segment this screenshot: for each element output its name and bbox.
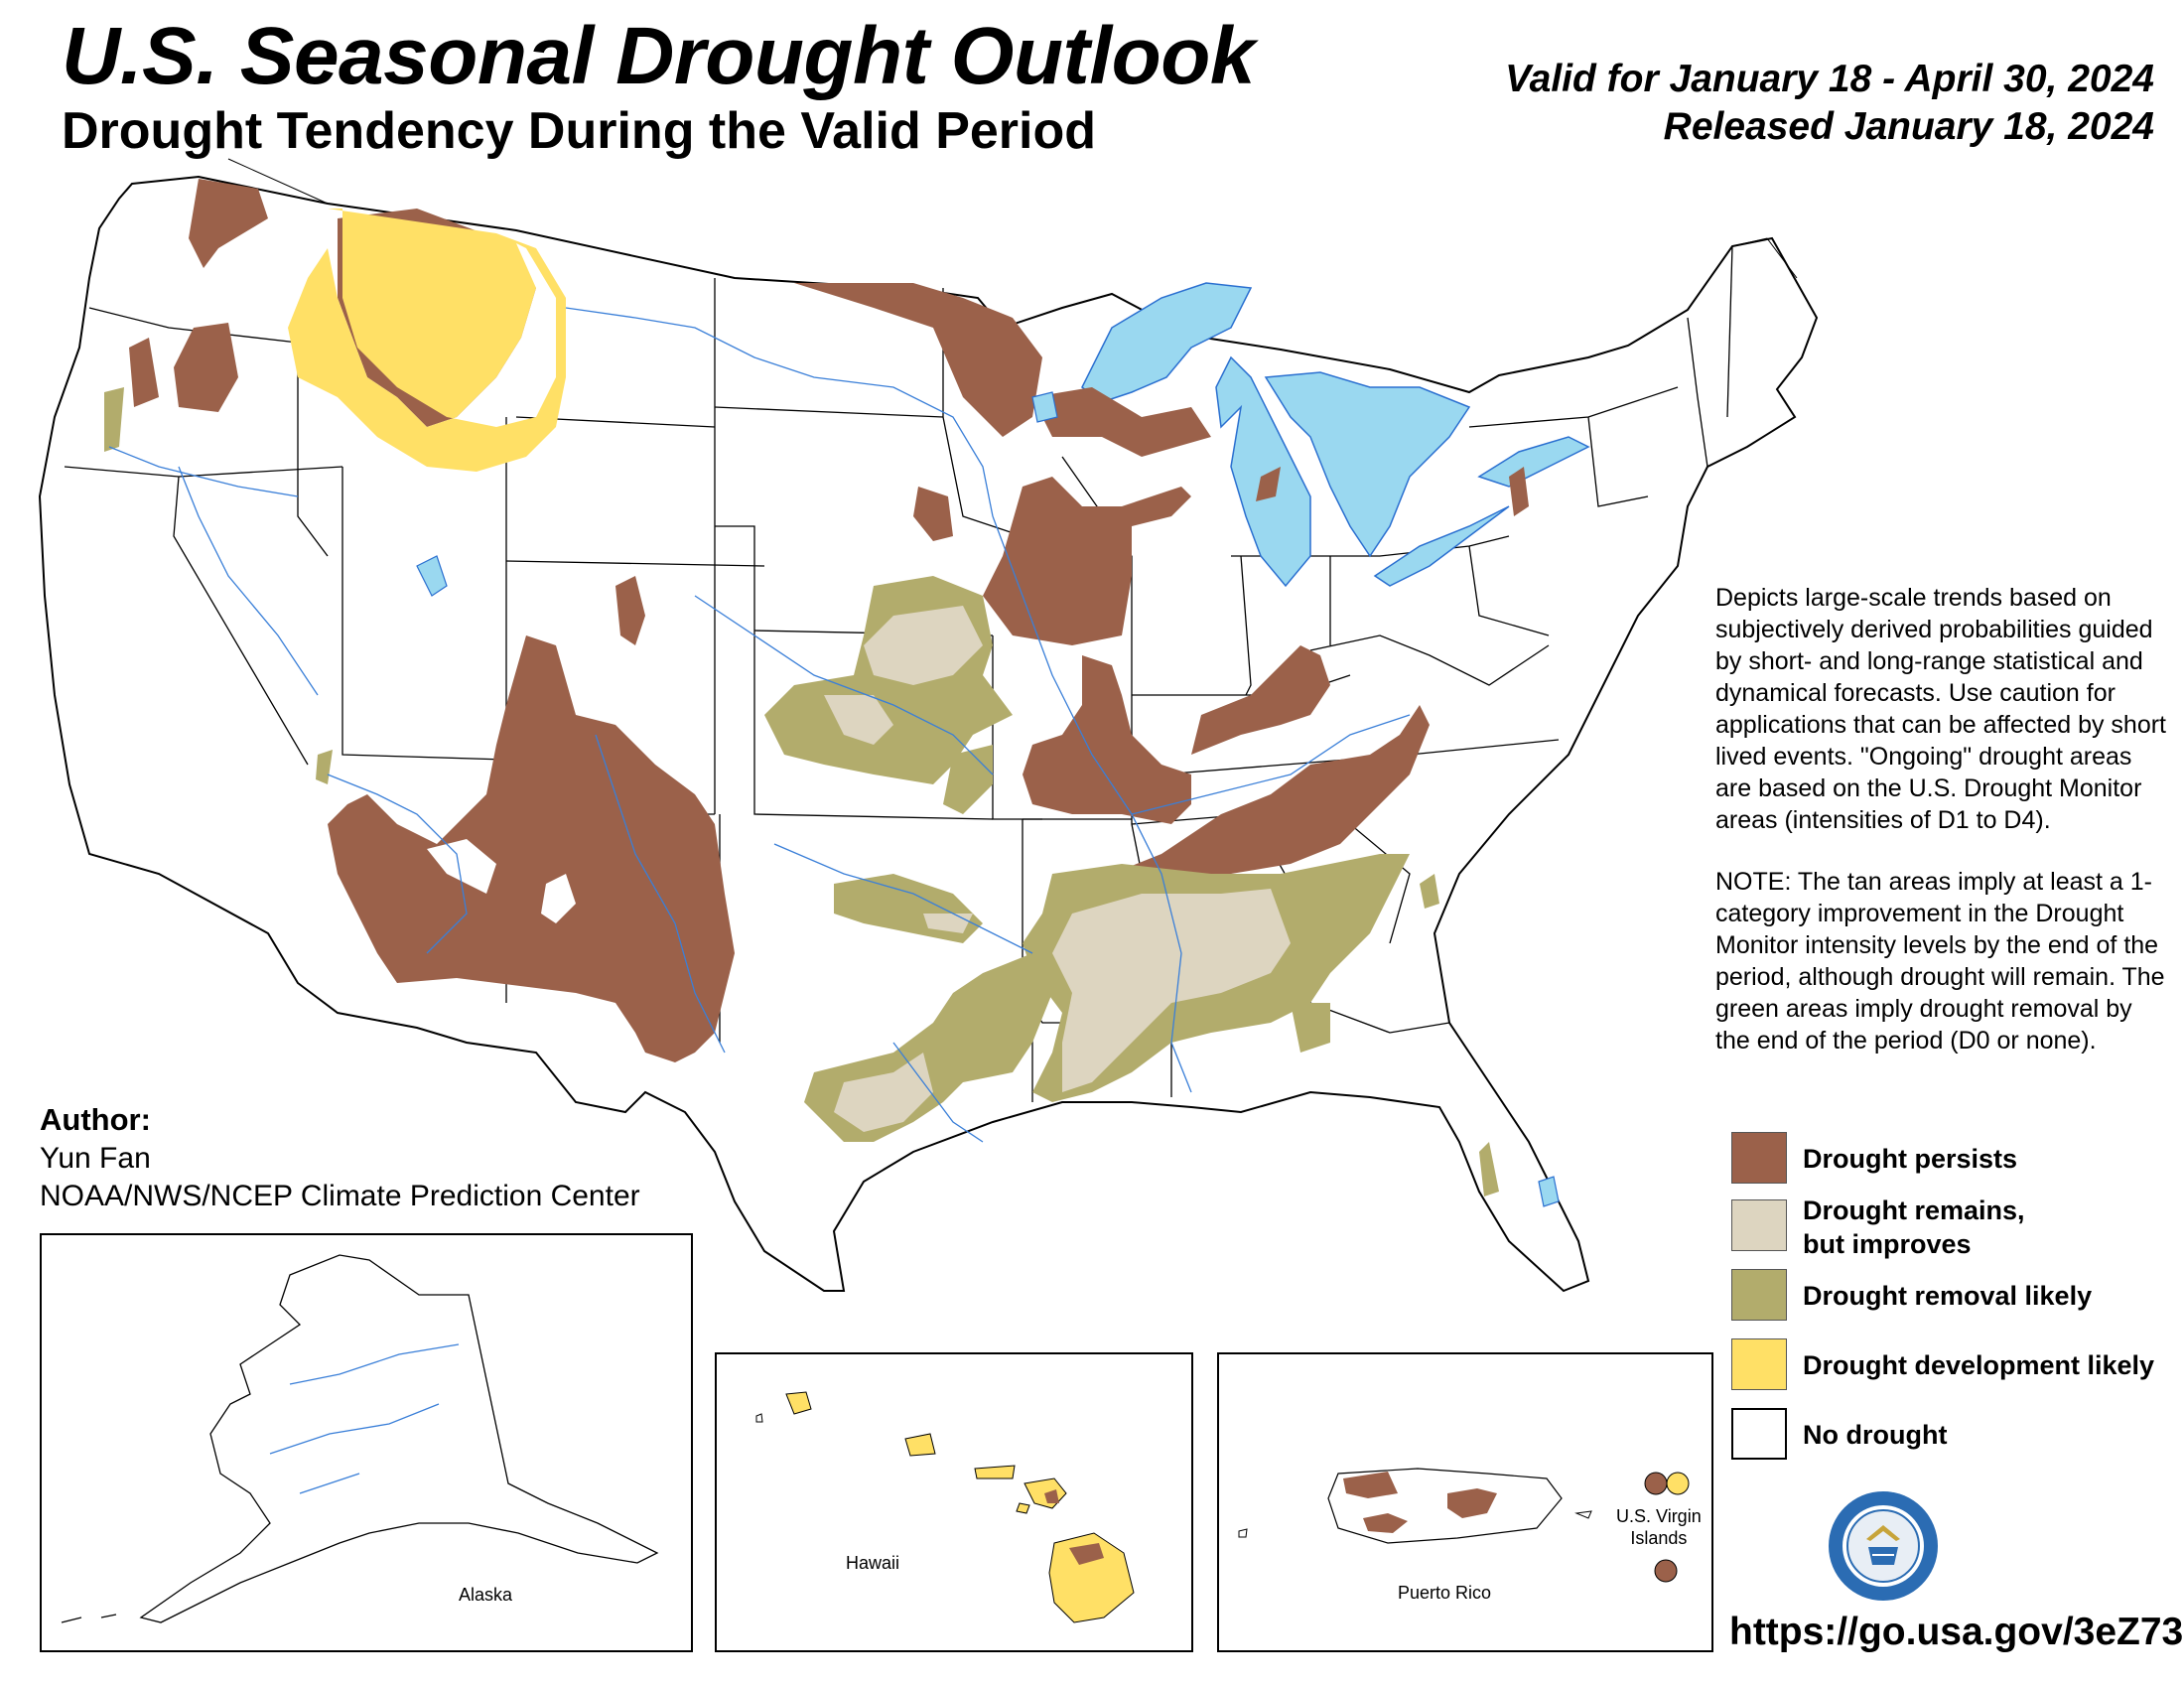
valid-period: Valid for January 18 - April 30, 2024 xyxy=(1505,58,2154,100)
legend-label-removal: Drought removal likely xyxy=(1803,1281,2093,1311)
author-organization: NOAA/NWS/NCEP Climate Prediction Center xyxy=(40,1180,640,1212)
drought-development-area xyxy=(288,209,566,472)
hawaii-map xyxy=(755,1391,1135,1623)
legend-label-no-drought: No drought xyxy=(1803,1420,1948,1450)
inland-lakes xyxy=(416,391,1560,1207)
great-lakes xyxy=(1081,282,1590,588)
border-lines xyxy=(227,158,1798,279)
rivers xyxy=(108,307,1411,1143)
legend-swatch-no-drought xyxy=(1731,1408,1787,1460)
legend-swatch-removal xyxy=(1731,1269,1787,1321)
map-description: Depicts large-scale trends based on subj… xyxy=(1715,582,2172,1086)
hawaii-inset: Hawaii xyxy=(715,1352,1193,1652)
description-para-1: Depicts large-scale trends based on subj… xyxy=(1715,584,2167,834)
virgin-islands-label: U.S. Virgin Islands xyxy=(1616,1506,1702,1548)
legend-swatch-improves xyxy=(1731,1199,1787,1251)
release-date: Released January 18, 2024 xyxy=(1663,105,2154,148)
legend-label-improves: Drought remains, but improves xyxy=(1803,1196,2025,1259)
hawaii-label: Hawaii xyxy=(846,1553,900,1573)
outlook-url[interactable]: https://go.usa.gov/3eZ73 xyxy=(1729,1611,2184,1653)
drought-improves-areas xyxy=(824,606,1291,1132)
puerto-rico-map xyxy=(1238,1468,1690,1583)
alaska-map xyxy=(61,1254,659,1623)
legend-swatch-development xyxy=(1731,1338,1787,1390)
description-para-2: NOTE: The tan areas imply at least a 1-c… xyxy=(1715,868,2165,1055)
alaska-inset: Alaska xyxy=(40,1233,693,1652)
puerto-rico-inset: Puerto Rico U.S. Virgin Islands xyxy=(1217,1352,1713,1652)
commerce-seal-logo xyxy=(1829,1491,1938,1601)
map-title: U.S. Seasonal Drought Outlook xyxy=(62,11,1255,101)
legend-label-persists: Drought persists xyxy=(1803,1144,2018,1174)
legend-label-development: Drought development likely xyxy=(1803,1350,2155,1380)
no-drought-holes xyxy=(427,839,576,923)
legend-swatch-persists xyxy=(1731,1132,1787,1184)
author-heading: Author: xyxy=(40,1102,151,1137)
alaska-label: Alaska xyxy=(459,1585,513,1605)
map-subtitle: Drought Tendency During the Valid Period xyxy=(62,102,1097,160)
puerto-rico-label: Puerto Rico xyxy=(1398,1583,1492,1603)
author-name: Yun Fan xyxy=(40,1142,151,1175)
